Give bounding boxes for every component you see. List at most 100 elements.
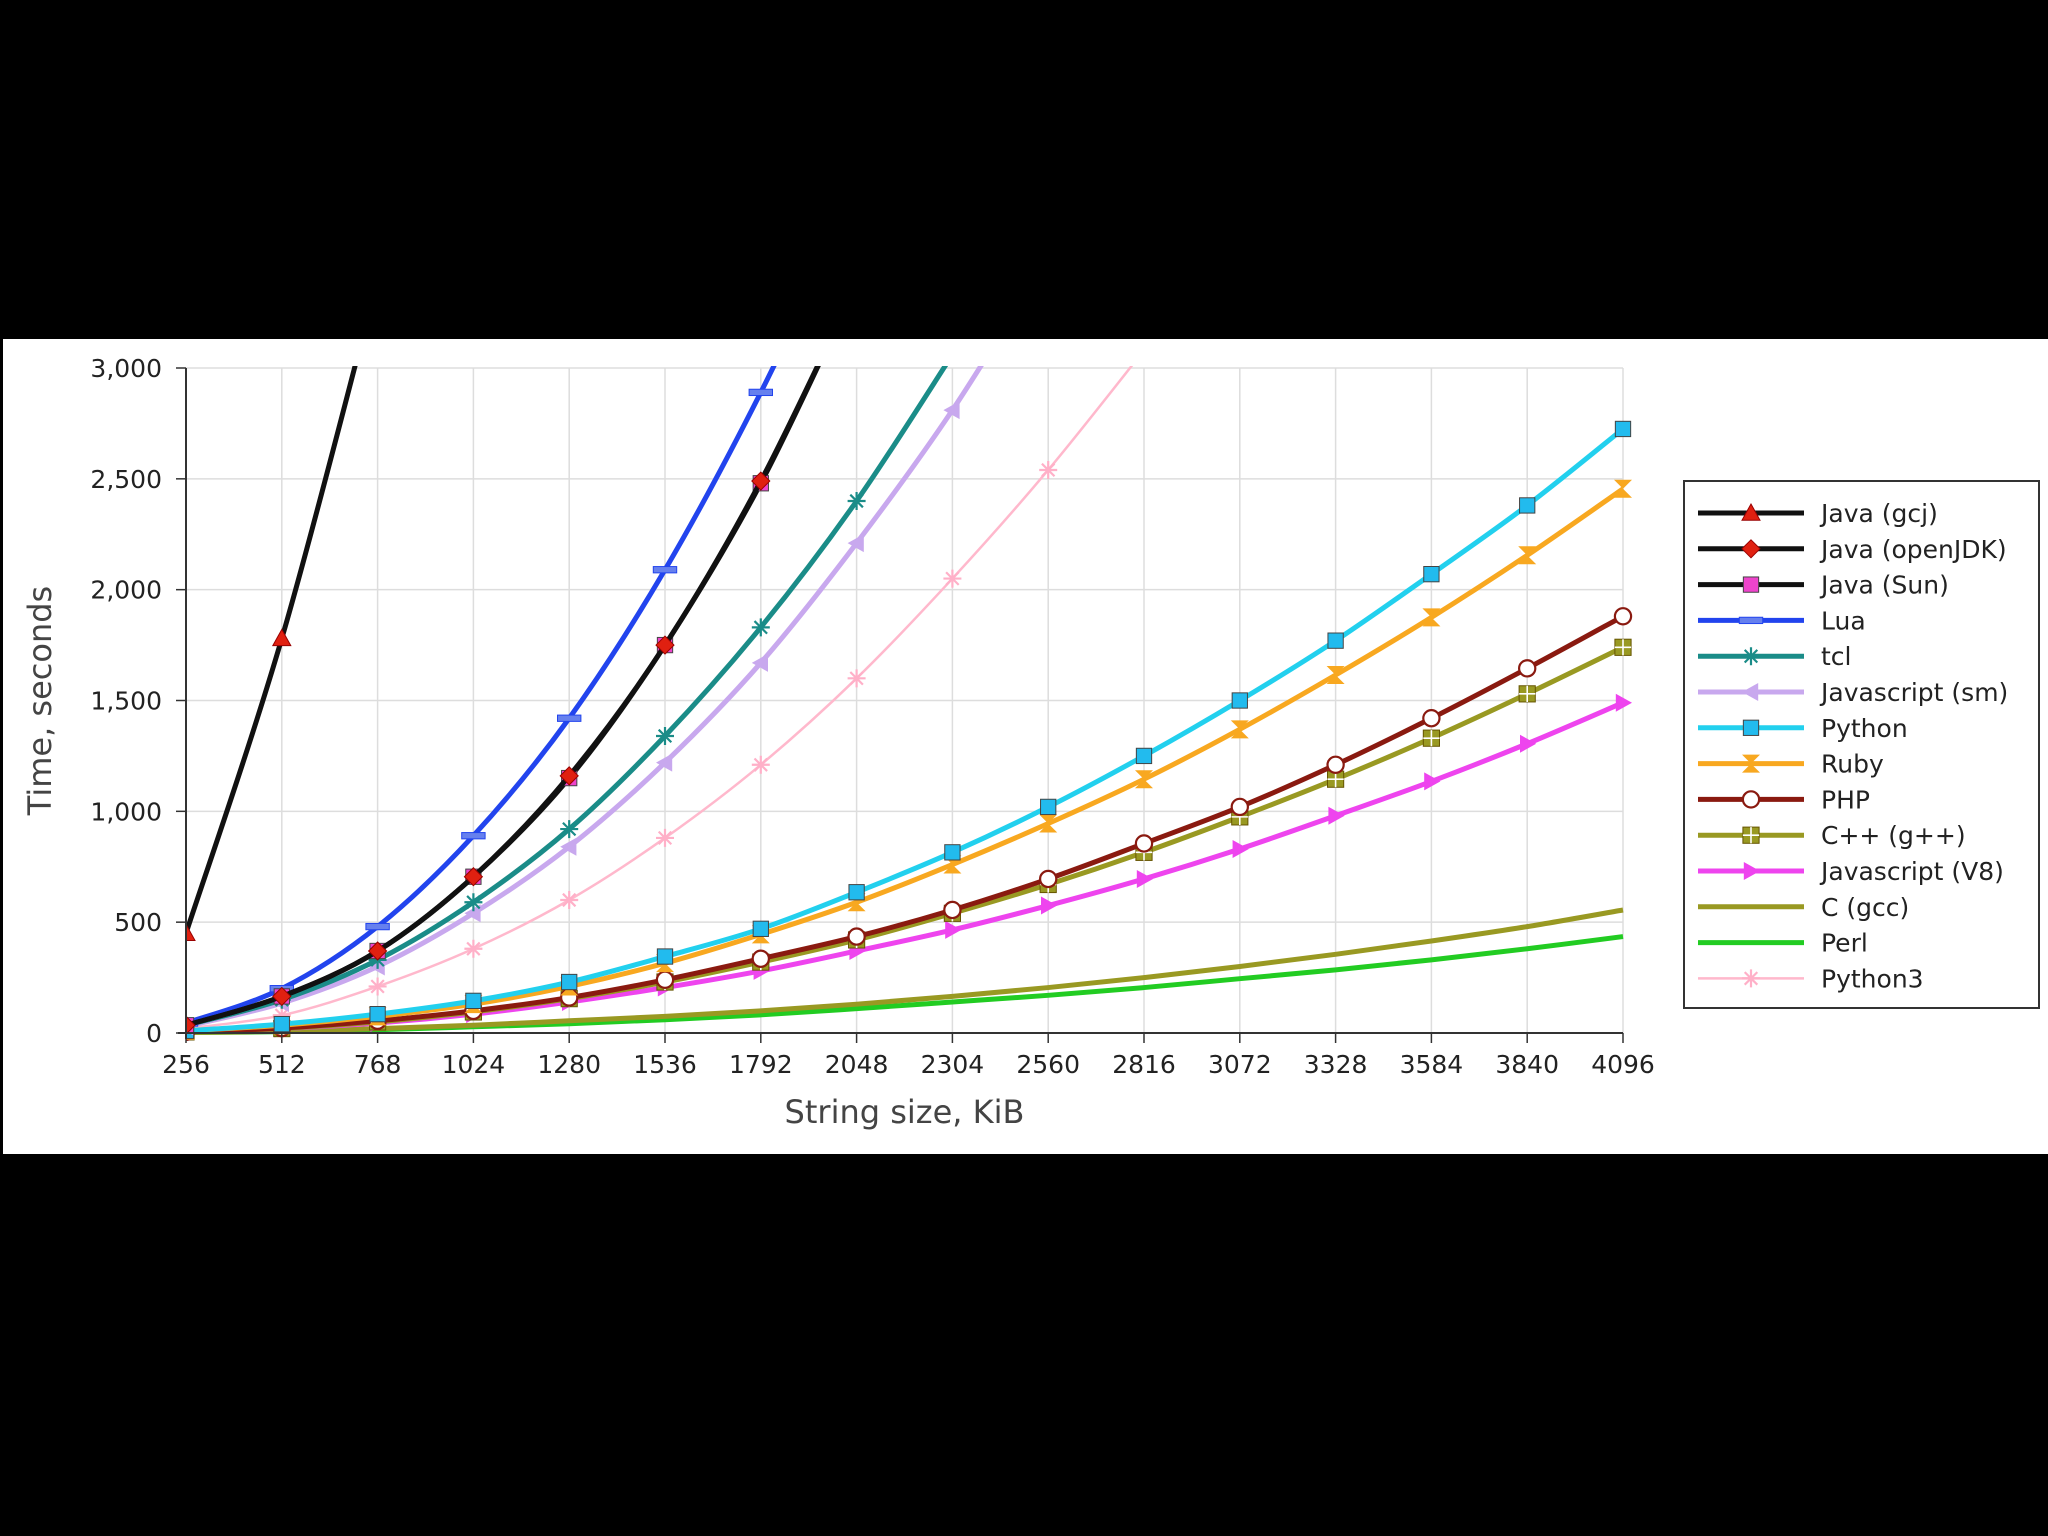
- series-python3: [186, 366, 1134, 1038]
- data-point-ruby: [1422, 608, 1441, 627]
- data-point-python3: [1039, 460, 1058, 479]
- x-tick-label: 2048: [825, 1050, 889, 1079]
- data-point-php: [751, 949, 771, 968]
- legend-label: Javascript (V8): [1819, 857, 2004, 886]
- data-point-javascript-v8: [1520, 734, 1537, 753]
- legend-item-c-g: C++ (g++): [1698, 821, 1966, 850]
- data-point-python: [848, 884, 865, 901]
- data-point-ruby: [1135, 770, 1153, 789]
- data-point-java-gcj: [271, 628, 292, 647]
- data-point-python: [1519, 497, 1536, 514]
- legend-item-python: Python: [1698, 714, 1908, 743]
- data-point-ruby: [1230, 720, 1249, 739]
- data-point-javascript-sm: [847, 534, 864, 553]
- legend-label: Java (Sun): [1819, 571, 1949, 600]
- x-tick-label: 1024: [442, 1050, 506, 1079]
- data-point-python: [465, 992, 482, 1010]
- data-point-python: [656, 948, 674, 965]
- x-tick-label: 512: [258, 1050, 306, 1079]
- data-point-php: [943, 900, 962, 920]
- series-line-c-g: [186, 645, 1625, 1035]
- legend-label: Java (openJDK): [1819, 535, 2007, 564]
- legend-item-javascript-v8: Javascript (V8): [1698, 857, 2004, 886]
- x-tick-label: 768: [354, 1050, 402, 1079]
- data-point-java-openjdk: [751, 471, 771, 491]
- data-point-ruby: [1614, 479, 1632, 498]
- y-axis-title: Time, seconds: [21, 586, 59, 816]
- data-point-python: [561, 973, 578, 991]
- x-tick-label: 3584: [1400, 1050, 1464, 1079]
- data-point-javascript-v8: [1136, 869, 1153, 888]
- x-tick-label: 1792: [729, 1050, 793, 1079]
- legend-marker: [1741, 790, 1761, 809]
- legend-item-php: PHP: [1698, 785, 1870, 814]
- legend-label: Ruby: [1821, 750, 1884, 779]
- legend-box: [1683, 480, 2040, 1009]
- series-line-lua: [186, 366, 777, 1026]
- data-point-c-g: [1518, 685, 1536, 703]
- series-c-gcc: [186, 907, 1624, 1036]
- legend-item-javascript-sm: Javascript (sm): [1698, 678, 2008, 707]
- data-point-java-openjdk: [559, 766, 579, 786]
- data-point-javascript-v8: [1615, 693, 1632, 712]
- x-tick-label: 2304: [921, 1050, 985, 1079]
- legend-marker: [1741, 502, 1761, 521]
- data-point-python3: [272, 1006, 291, 1025]
- legend: Java (gcj) Java (openJDK) Java (Sun) Lua tcl…: [1683, 480, 2040, 1009]
- legend-item-java-openjdk: Java (openJDK): [1698, 535, 2007, 564]
- legend-marker: [1742, 826, 1760, 844]
- data-point-python3: [560, 891, 579, 909]
- data-point-python: [273, 1015, 290, 1033]
- data-point-lua: [461, 832, 486, 840]
- series-tcl: [186, 366, 949, 1035]
- series-lines: [186, 366, 1633, 1042]
- data-point-tcl: [847, 492, 866, 510]
- series-line-javascript-v8: [186, 700, 1624, 1035]
- x-tick-label: 2560: [1016, 1050, 1080, 1079]
- data-point-php: [1613, 607, 1633, 626]
- legend-item-c-gcc: C (gcc): [1698, 893, 1909, 922]
- data-point-python: [1327, 632, 1344, 649]
- series-java-openjdk: [186, 366, 821, 1035]
- data-point-lua: [652, 566, 678, 574]
- data-point-php: [1038, 869, 1058, 889]
- legend-label: Java (gcj): [1819, 499, 1938, 528]
- axes: 256 512 768 1024 1280 1536 1792 2048 2304 2560 281…: [21, 354, 1655, 1131]
- y-tick-label: 500: [114, 908, 162, 937]
- legend-label: PHP: [1821, 785, 1870, 814]
- series-java-gcj: [186, 366, 358, 941]
- legend-label: Perl: [1821, 929, 1868, 958]
- data-point-lua: [748, 388, 773, 397]
- data-point-javascript-sm: [751, 653, 768, 672]
- data-point-ruby: [1518, 546, 1537, 565]
- x-tick-label: 2816: [1112, 1050, 1176, 1079]
- data-point-c-g: [1614, 638, 1632, 656]
- data-point-php: [1422, 709, 1441, 728]
- data-point-c-g: [1422, 729, 1441, 747]
- series-php: [186, 607, 1633, 1042]
- data-point-lua: [365, 922, 390, 931]
- legend-item-perl: Perl: [1698, 929, 1868, 958]
- data-point-php: [1326, 755, 1345, 774]
- series-line-python3: [186, 366, 1134, 1030]
- y-tick-label: 2,000: [90, 576, 162, 605]
- legend-label: tcl: [1821, 642, 1852, 671]
- data-point-tcl: [656, 726, 674, 745]
- legend-label: Lua: [1821, 606, 1866, 635]
- data-point-python3: [943, 569, 962, 588]
- series-line-php: [186, 614, 1625, 1035]
- data-point-javascript-v8: [945, 920, 962, 939]
- data-point-python: [1614, 420, 1632, 438]
- data-point-ruby: [1326, 666, 1345, 685]
- data-point-ruby: [1039, 814, 1058, 833]
- data-point-python: [1040, 798, 1057, 816]
- data-point-javascript-sm: [464, 904, 481, 923]
- legend-label: Python3: [1821, 964, 1924, 993]
- line-chart: 256 512 768 1024 1280 1536 1792 2048 2304 2560 281…: [21, 354, 2040, 1131]
- data-point-tcl: [751, 618, 770, 637]
- legend-label: C (gcc): [1821, 893, 1909, 922]
- data-point-java-openjdk: [655, 635, 675, 655]
- data-point-javascript-v8: [1328, 806, 1345, 825]
- legend-marker: [1742, 719, 1760, 736]
- data-point-python: [944, 844, 961, 861]
